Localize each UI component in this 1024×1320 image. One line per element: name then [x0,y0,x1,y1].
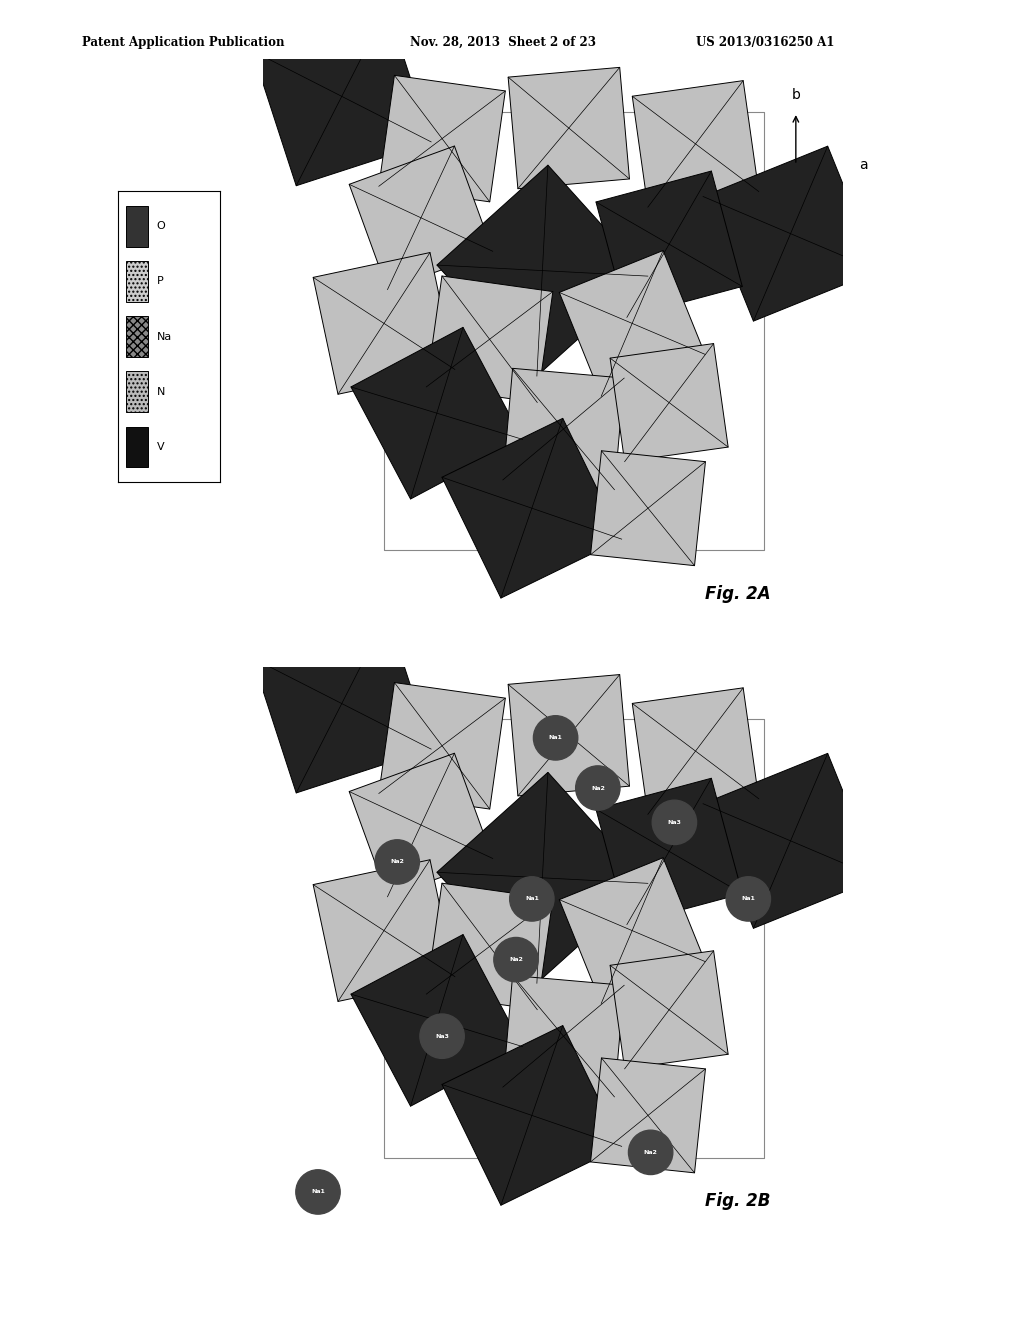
Text: Na2: Na2 [390,859,404,865]
Text: b: b [792,87,801,102]
Polygon shape [426,276,553,403]
Polygon shape [596,779,742,924]
Polygon shape [349,147,493,289]
Circle shape [420,1014,464,1059]
Circle shape [510,876,554,921]
Text: Na1: Na1 [311,1189,325,1195]
Bar [126,261,148,302]
Text: Nov. 28, 2013  Sheet 2 of 23: Nov. 28, 2013 Sheet 2 of 23 [410,36,596,49]
Circle shape [652,800,696,845]
Polygon shape [313,859,455,1002]
Polygon shape [379,75,505,202]
Polygon shape [437,165,648,376]
Text: US 2013/0316250 A1: US 2013/0316250 A1 [696,36,835,49]
Circle shape [534,715,578,760]
Polygon shape [503,975,625,1097]
Polygon shape [591,1057,706,1173]
Polygon shape [703,147,878,321]
Text: P: P [157,276,164,286]
Polygon shape [379,682,505,809]
Polygon shape [351,327,522,499]
Polygon shape [437,772,648,983]
Polygon shape [559,251,706,396]
Polygon shape [632,688,759,814]
Polygon shape [442,418,622,598]
Text: O: O [157,222,166,231]
Text: Na: Na [157,331,172,342]
Text: Fig. 2B: Fig. 2B [706,1192,770,1210]
Text: V: V [157,442,164,451]
Polygon shape [508,67,630,189]
Polygon shape [610,343,728,462]
Bar [126,206,148,247]
Polygon shape [503,368,625,490]
Polygon shape [559,858,706,1003]
Polygon shape [703,754,878,928]
Bar [126,371,148,412]
Polygon shape [610,950,728,1069]
Circle shape [494,937,539,982]
Circle shape [375,840,420,884]
Text: Na2: Na2 [591,785,605,791]
Polygon shape [596,172,742,317]
Text: Na2: Na2 [509,957,523,962]
Text: Na3: Na3 [668,820,681,825]
Text: Fig. 2A: Fig. 2A [705,585,771,603]
Circle shape [629,1130,673,1175]
Text: Patent Application Publication: Patent Application Publication [82,36,285,49]
Text: Na2: Na2 [644,1150,657,1155]
Text: Na3: Na3 [435,1034,449,1039]
Polygon shape [442,1026,622,1205]
Circle shape [575,766,620,810]
Polygon shape [508,675,630,796]
Polygon shape [351,935,522,1106]
Polygon shape [252,614,431,793]
Circle shape [726,876,770,921]
Bar [126,426,148,467]
Polygon shape [632,81,759,207]
Text: Na1: Na1 [741,896,756,902]
Text: Na1: Na1 [549,735,562,741]
Polygon shape [313,252,455,395]
Polygon shape [426,883,553,1010]
Polygon shape [252,7,431,186]
Polygon shape [349,754,493,896]
Circle shape [296,1170,340,1214]
Polygon shape [591,450,706,566]
Bar [126,317,148,356]
Text: a: a [859,158,867,172]
Text: Na1: Na1 [525,896,539,902]
Text: N: N [157,387,165,397]
